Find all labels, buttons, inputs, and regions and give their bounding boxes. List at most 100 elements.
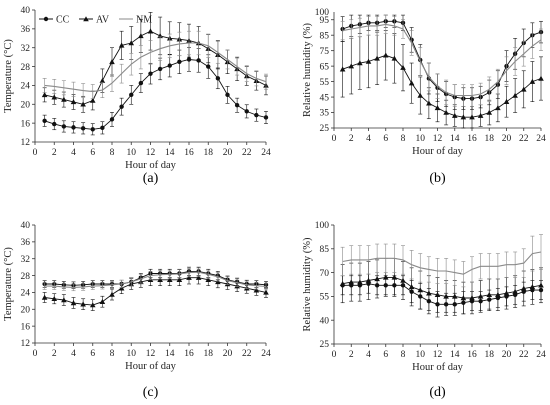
data-point [118,42,125,48]
data-point [157,66,163,72]
data-point [157,276,163,283]
data-point [391,274,398,280]
x-tick-label: 0 [332,134,337,144]
data-point [80,301,86,307]
y-axis-label: Relative humidity (%) [302,23,313,117]
data-point [89,302,96,308]
y-tick-label: 32 [21,255,31,265]
x-axis-label: Hour of day [125,361,176,372]
x-tick-label: 4 [71,349,76,359]
legend-label: AV [96,15,110,26]
x-tick-label: 6 [383,350,388,360]
series-av [339,258,544,315]
data-point [186,57,192,62]
series-line [342,276,542,299]
y-tick-label: 55 [320,293,330,303]
data-point [166,276,173,283]
x-tick-label: 22 [519,350,529,360]
x-tick-label: 10 [416,350,426,360]
series-line [342,23,542,97]
data-point [253,287,260,293]
x-tick-label: 20 [502,134,512,144]
y-tick-label: 40 [21,6,31,16]
data-point [109,117,115,122]
data-point [426,100,432,106]
y-tick-label: 16 [21,119,31,129]
series-line [44,42,267,93]
y-axis-label: Temperature (°C) [3,247,14,321]
x-tick-label: 12 [433,350,443,360]
y-tick-label: 12 [21,339,31,349]
data-point [138,80,144,86]
x-tick-label: 6 [90,349,95,359]
y-tick-label: 65 [320,62,330,72]
data-point [99,298,106,304]
series-line [44,270,267,286]
data-point [80,101,86,107]
series-line [44,30,267,105]
data-point [417,92,424,98]
x-tick-label: 14 [450,134,460,144]
data-point [538,282,544,288]
x-tick-label: 22 [242,349,252,359]
data-point [51,94,58,100]
data-point [41,294,48,300]
data-point [225,92,230,98]
data-point [254,112,259,118]
data-point [186,274,192,280]
y-tick-label: 28 [21,63,31,73]
y-tick-label: 28 [21,272,31,282]
data-point [357,60,363,66]
data-point [469,114,475,120]
data-point [348,63,355,69]
data-point [460,114,467,120]
x-tick-label: 2 [52,148,57,158]
series-av [41,271,269,311]
y-tick-label: 85 [320,245,330,255]
series-av [339,30,544,129]
x-tick-label: 14 [165,349,175,359]
y-tick-label: 40 [21,221,31,231]
x-tick-label: 10 [416,134,426,144]
data-point [520,285,527,291]
series-line [342,283,541,305]
panel-label: (a) [143,171,159,186]
data-point [147,28,154,34]
x-tick-label: 24 [261,349,271,359]
y-tick-label: 75 [320,47,330,57]
legend: CC AV NM [39,15,152,26]
data-point [167,63,172,68]
series-av [41,12,269,113]
y-tick-label: 20 [21,100,31,110]
data-point [89,97,96,103]
data-point [451,293,458,299]
data-point [99,77,106,83]
data-point [244,109,249,114]
data-point [382,274,389,280]
data-point [529,78,536,84]
data-point [42,118,47,123]
data-point [100,125,105,131]
data-point [61,124,67,129]
data-point [486,109,493,115]
data-point [503,98,510,104]
x-axis-label: Hour of day [125,160,176,171]
data-point [348,279,355,285]
series-nm [340,14,543,107]
series-line [342,54,542,118]
legend-label: NM [136,15,152,26]
data-point [148,71,153,76]
x-tick-label: 2 [52,349,57,359]
data-point [469,295,475,301]
x-tick-label: 10 [127,349,137,359]
x-tick-label: 0 [33,349,38,359]
x-tick-label: 24 [261,148,271,158]
data-point [477,112,484,118]
data-point [206,64,211,69]
x-tick-label: 12 [146,148,156,158]
y-tick-label: 24 [21,289,31,299]
y-tick-label: 100 [315,8,330,18]
data-point [374,55,380,61]
data-point [477,293,484,299]
